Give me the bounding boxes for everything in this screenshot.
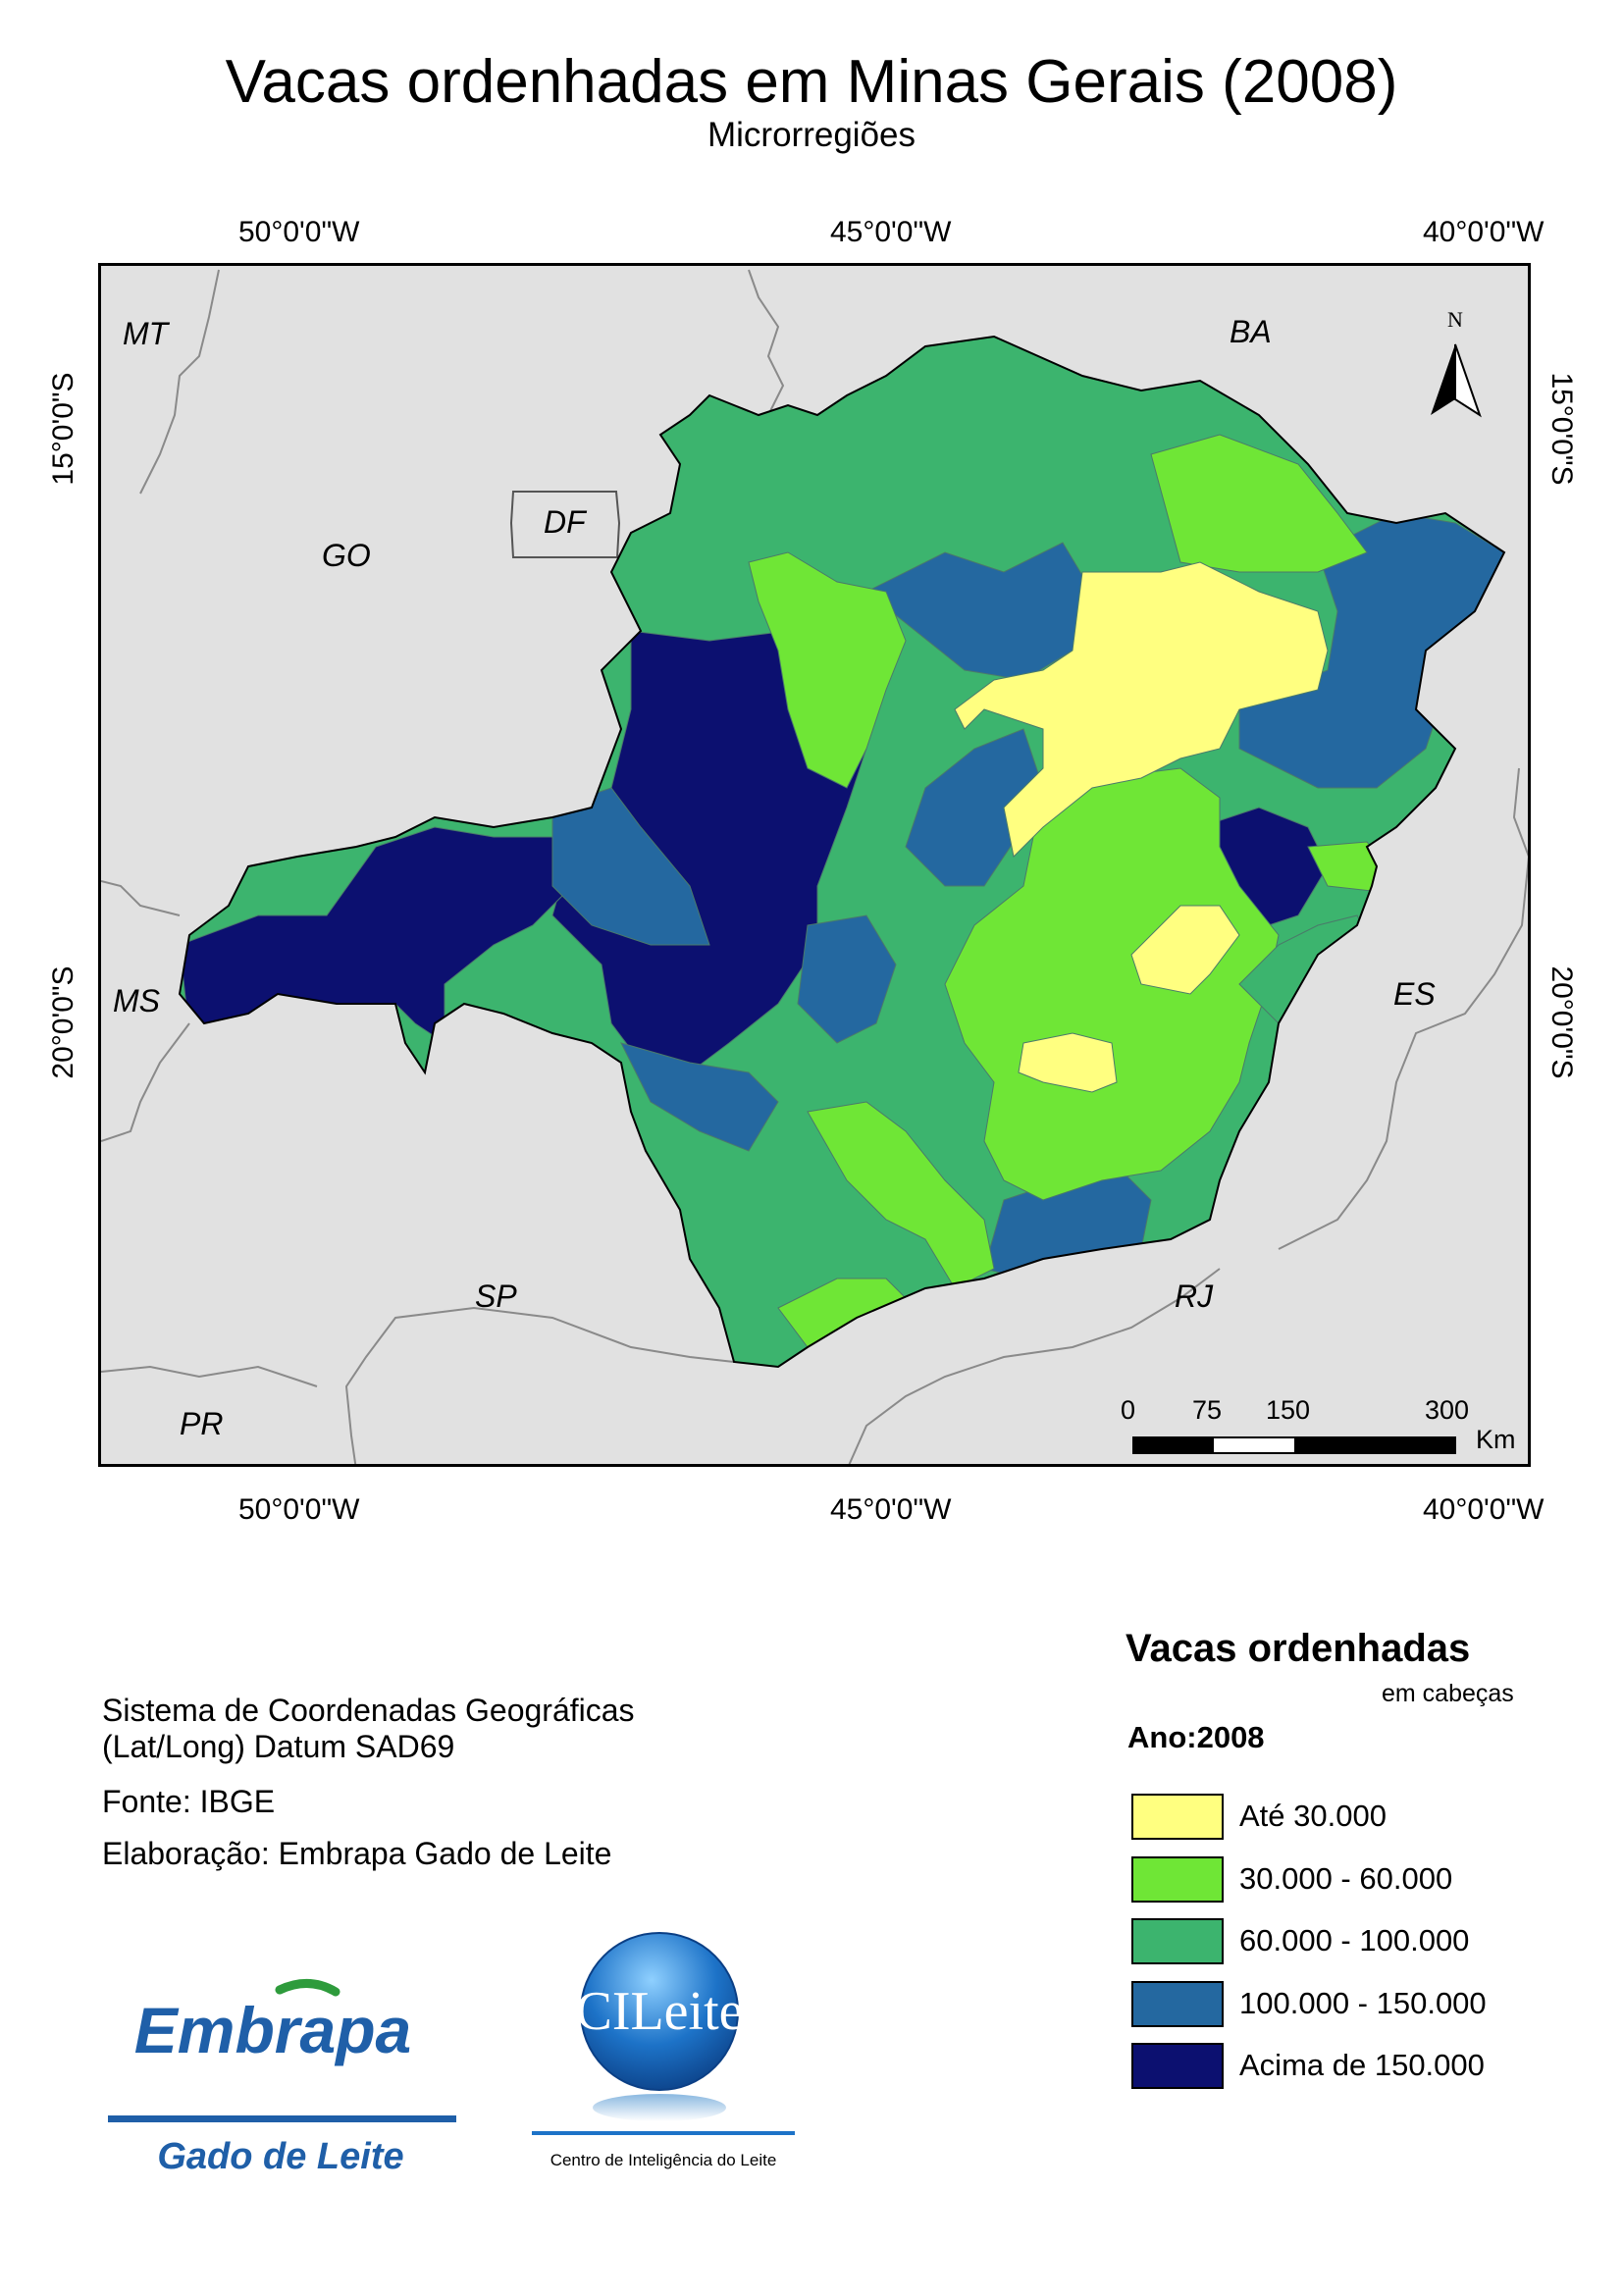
legend-label: 100.000 - 150.000 <box>1239 1986 1487 2020</box>
map-title: Vacas ordenhadas em Minas Gerais (2008) <box>225 48 1398 116</box>
scale-tick-150: 150 <box>1266 1395 1311 1425</box>
microregion <box>954 561 1329 859</box>
microregion <box>551 787 710 946</box>
legend-item: Acima de 150.000 <box>1131 2041 1485 2090</box>
mg-outline <box>178 335 1506 1369</box>
map-subtitle: Microrregiões <box>707 116 916 154</box>
cileite-logo: CILeite Centro de Inteligência do Leite <box>520 1923 814 2178</box>
microregion <box>748 551 907 789</box>
legend-label: Acima de 150.000 <box>1239 2048 1485 2082</box>
legend-swatch <box>1131 1917 1224 1964</box>
graticule-top-40w: 40°0'0"W <box>1423 216 1544 248</box>
graticule-bottom-50w: 50°0'0"W <box>238 1493 360 1526</box>
scale-tick-75: 75 <box>1192 1395 1223 1425</box>
embrapa-sub: Gado de Leite <box>157 2136 403 2177</box>
scale-tick-300: 300 <box>1425 1395 1470 1425</box>
graticule-top-45w: 45°0'0"W <box>830 216 952 248</box>
map-frame: N <box>98 263 1531 1467</box>
state-label-go: GO <box>322 538 371 573</box>
legend-swatch <box>1131 1793 1224 1840</box>
state-label-pr: PR <box>180 1406 224 1441</box>
legend-item: Até 30.000 <box>1131 1792 1387 1841</box>
cileite-logo-graphic: CILeite Centro de Inteligência do Leite <box>532 1932 795 2169</box>
state-label-mt: MT <box>123 316 169 351</box>
scale-tick-0: 0 <box>1121 1395 1136 1425</box>
microregion <box>807 1101 995 1289</box>
microregion <box>797 914 897 1044</box>
df-boundary <box>509 491 621 558</box>
state-label-rj: RJ <box>1175 1278 1214 1314</box>
cileite-name: CILeite <box>575 1981 743 2042</box>
credits-author: Elaboração: Embrapa Gado de Leite <box>102 1836 612 1871</box>
map-canvas: N <box>101 269 1528 1464</box>
microregion <box>944 767 1280 1201</box>
legend-swatch <box>1131 1980 1224 2027</box>
state-label-ba: BA <box>1230 314 1272 349</box>
north-arrow-icon <box>1431 343 1482 418</box>
microregion <box>1130 905 1240 995</box>
state-label-sp: SP <box>475 1278 517 1314</box>
cileite-sub: Centro de Inteligência do Leite <box>550 2151 777 2169</box>
scale-bar <box>1132 1436 1456 1454</box>
legend-unit: em cabeças <box>1382 1680 1514 1707</box>
microregion <box>1018 1032 1118 1093</box>
legend-item: 30.000 - 60.000 <box>1131 1854 1452 1904</box>
state-label-es: ES <box>1393 976 1436 1012</box>
microregion <box>620 1042 779 1152</box>
legend-label: 60.000 - 100.000 <box>1239 1923 1470 1957</box>
state-boundaries <box>101 269 1528 1464</box>
graticule-top-50w: 50°0'0"W <box>238 216 360 248</box>
legend-title: Vacas ordenhadas <box>1126 1627 1471 1670</box>
legend-year: Ano:2008 <box>1127 1720 1265 1754</box>
graticule-left-20s: 20°0'0"S <box>47 965 79 1079</box>
state-label-ms: MS <box>113 983 160 1018</box>
legend-label: Até 30.000 <box>1239 1799 1387 1833</box>
scale-unit: Km <box>1476 1425 1516 1454</box>
graticule-right-20s: 20°0'0"S <box>1545 965 1578 1079</box>
embrapa-name: Embrapa <box>134 1994 411 2066</box>
graticule-right-15s: 15°0'0"S <box>1545 372 1578 486</box>
embrapa-logo-graphic: Embrapa Gado de Leite <box>108 1979 456 2177</box>
graticule-bottom-45w: 45°0'0"W <box>830 1493 952 1526</box>
credits-source: Fonte: IBGE <box>102 1784 276 1819</box>
graticule-left-15s: 15°0'0"S <box>47 372 79 486</box>
graticule-bottom-40w: 40°0'0"W <box>1423 1493 1544 1526</box>
legend-label: 30.000 - 60.000 <box>1239 1861 1453 1896</box>
credits-crs-line2: (Lat/Long) Datum SAD69 <box>102 1729 455 1764</box>
embrapa-logo: Embrapa Gado de Leite <box>108 1972 456 2183</box>
legend-swatch <box>1131 1855 1224 1903</box>
north-label: N <box>1447 307 1463 332</box>
minas-gerais-microregions <box>180 337 1504 1367</box>
legend-item: 100.000 - 150.000 <box>1131 1979 1487 2028</box>
legend-item: 60.000 - 100.000 <box>1131 1916 1469 1965</box>
state-label-df: DF <box>544 504 586 540</box>
legend-swatch <box>1131 2042 1224 2089</box>
credits-crs-line1: Sistema de Coordenadas Geográficas <box>102 1693 635 1728</box>
